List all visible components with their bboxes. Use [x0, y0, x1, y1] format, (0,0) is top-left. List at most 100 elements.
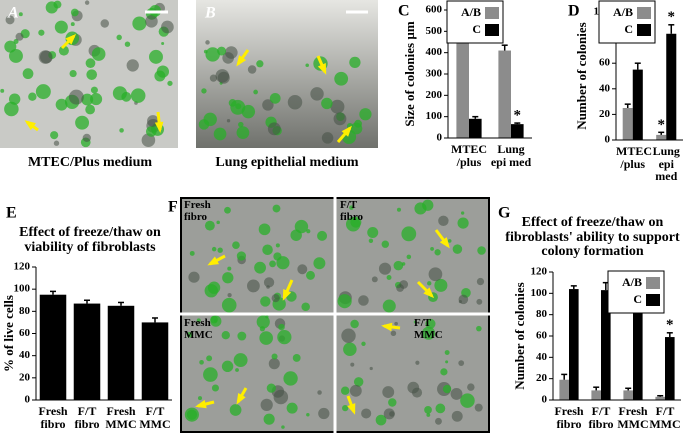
cell-colony: [38, 50, 53, 64]
cell-colony: [306, 413, 310, 417]
x-tick-label: MTEC /plus: [451, 142, 487, 169]
cell-colony: [382, 386, 395, 399]
arrow-head: [439, 237, 450, 249]
x-tick-label: F/T MMC: [649, 404, 681, 431]
cell-colony: [262, 244, 273, 256]
cell-colony: [396, 207, 402, 212]
arrow-head: [236, 55, 247, 67]
bar: [665, 337, 675, 400]
bar: [39, 294, 67, 400]
cell-colony: [236, 126, 250, 140]
cell-colony: [260, 296, 271, 307]
cell-colony: [413, 320, 417, 324]
y-tick-label: 200: [426, 89, 443, 101]
legend-label: A/B: [622, 275, 642, 289]
cell-colony: [233, 353, 248, 368]
quadrant-label: Fresh MMC: [184, 317, 213, 341]
panel-label: B: [204, 5, 216, 22]
cell-colony: [269, 92, 281, 104]
cell-colony: [22, 68, 34, 80]
y-tick-label: 60: [599, 57, 611, 69]
cell-colony: [367, 227, 379, 239]
cell-colony: [213, 127, 227, 141]
cell-colony: [342, 405, 349, 412]
cell-colony: [253, 89, 258, 95]
cell-colony: [266, 285, 270, 289]
cell-colony: [68, 89, 84, 105]
cell-colony: [428, 267, 443, 282]
cell-colony: [217, 71, 230, 84]
cell-colony: [361, 341, 366, 346]
cell-colony: [287, 95, 303, 110]
legend-label: A/B: [461, 5, 481, 19]
cell-colony: [221, 331, 230, 340]
cell-colony: [267, 122, 281, 136]
cell-colony: [321, 132, 334, 144]
cell-colony: [268, 358, 280, 370]
legend-label: C: [624, 22, 633, 36]
cell-colony: [207, 281, 221, 294]
cell-colony: [434, 249, 441, 256]
quadrant-label: Fresh fibro: [184, 199, 211, 223]
cell-colony: [452, 244, 463, 254]
bar: [655, 396, 665, 400]
bar: [107, 305, 135, 400]
cell-colony: [18, 12, 23, 17]
cell-colony: [382, 299, 396, 313]
cell-colony: [259, 331, 273, 345]
x-tick-label: Fresh MMC: [617, 404, 649, 431]
y-tick-label: 0: [25, 394, 31, 406]
cell-colony: [401, 262, 406, 266]
cell-colony: [266, 383, 276, 393]
y-axis-label: Number of colonies: [574, 22, 589, 129]
cell-colony: [217, 46, 227, 56]
cell-colony: [145, 15, 158, 28]
cell-colony: [209, 74, 218, 82]
cell-colony: [186, 332, 193, 338]
x-tick-label: F/T fibro: [74, 404, 100, 431]
cell-colony: [273, 252, 282, 261]
cell-colony: [217, 247, 223, 253]
cell-colony: [69, 69, 77, 78]
y-tick-label: 40: [599, 82, 611, 94]
cell-colony: [15, 32, 24, 41]
arrow-head: [65, 33, 77, 45]
cell-colony: [333, 112, 347, 126]
cell-colony: [283, 371, 298, 386]
cell-colony: [354, 119, 363, 128]
cell-colony: [401, 226, 417, 242]
cell-colony: [474, 403, 483, 412]
panel-label: C: [398, 3, 410, 20]
arrow-head: [24, 120, 36, 131]
cell-colony: [197, 396, 203, 401]
cell-colony: [189, 250, 195, 256]
panel-label: A: [7, 5, 19, 22]
cell-colony: [201, 88, 207, 94]
cell-colony: [275, 243, 280, 248]
bar: [633, 301, 643, 400]
cell-colony: [81, 93, 94, 106]
bar: [511, 124, 524, 138]
cell-colony: [256, 315, 270, 329]
cell-colony: [353, 377, 364, 387]
cell-colony: [272, 204, 281, 213]
cell-colony: [224, 206, 231, 214]
image-caption: MTEC/Plus medium: [28, 155, 152, 170]
bar: [656, 134, 667, 140]
cell-colony: [435, 417, 442, 425]
cell-colony: [361, 408, 372, 419]
cell-colony: [427, 281, 432, 286]
cell-colony: [435, 403, 446, 414]
y-tick-label: 0: [605, 134, 611, 146]
cell-colony: [425, 318, 436, 329]
cell-colony: [130, 88, 146, 103]
cell-colony: [451, 410, 463, 422]
cell-colony: [58, 45, 69, 56]
cell-colony: [121, 91, 132, 102]
panel-label: E: [6, 205, 17, 222]
arrow-head: [207, 256, 219, 266]
cell-colony: [305, 63, 309, 68]
cell-colony: [224, 46, 238, 59]
